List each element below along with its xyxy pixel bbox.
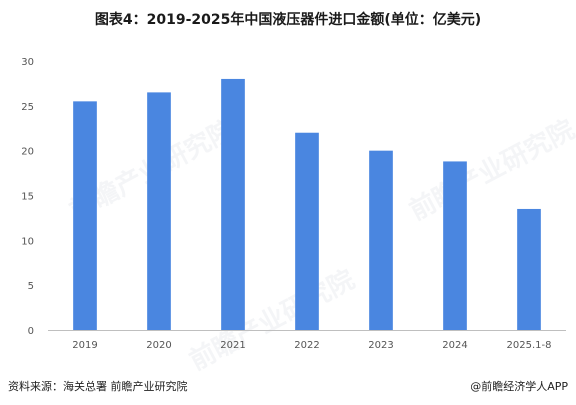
x-tick-label: 2021 bbox=[220, 340, 245, 351]
bar-2021 bbox=[221, 78, 245, 330]
y-tick-label: 20 bbox=[21, 147, 34, 158]
y-tick-label: 15 bbox=[21, 192, 34, 203]
x-tick-label: 2019 bbox=[72, 340, 97, 351]
source-note: 资料来源：海关总署 前瞻产业研究院 bbox=[8, 380, 188, 393]
y-tick-label: 5 bbox=[28, 281, 34, 292]
brand-credit: @前瞻经济学人APP bbox=[470, 380, 568, 393]
x-tick-label: 2023 bbox=[368, 340, 393, 351]
x-tick-label: 2025.1-8 bbox=[507, 340, 552, 351]
bars bbox=[73, 78, 541, 330]
bar-2024 bbox=[443, 161, 467, 330]
x-axis-labels: 2019 2020 2021 2022 2023 2024 2025.1-8 bbox=[72, 340, 551, 351]
y-tick-label: 30 bbox=[21, 57, 34, 68]
x-tick-label: 2020 bbox=[146, 340, 171, 351]
chart-title: 图表4：2019-2025年中国液压器件进口金额(单位：亿美元) bbox=[94, 12, 482, 28]
y-tick-label: 10 bbox=[21, 236, 34, 247]
bar-2023 bbox=[369, 150, 393, 330]
bar-2020 bbox=[147, 92, 171, 330]
bar-chart: 0 5 10 15 20 25 30 2019 2020 2021 2022 2023 2024 202… bbox=[21, 57, 566, 351]
bar-2025.1-8 bbox=[517, 208, 541, 330]
bar-2019 bbox=[73, 101, 97, 330]
y-tick-label: 0 bbox=[28, 326, 34, 337]
x-tick-label: 2022 bbox=[294, 340, 319, 351]
y-axis-labels: 0 5 10 15 20 25 30 bbox=[21, 57, 34, 337]
x-tick-label: 2024 bbox=[442, 340, 467, 351]
y-tick-label: 25 bbox=[21, 102, 34, 113]
bar-2022 bbox=[295, 132, 319, 330]
